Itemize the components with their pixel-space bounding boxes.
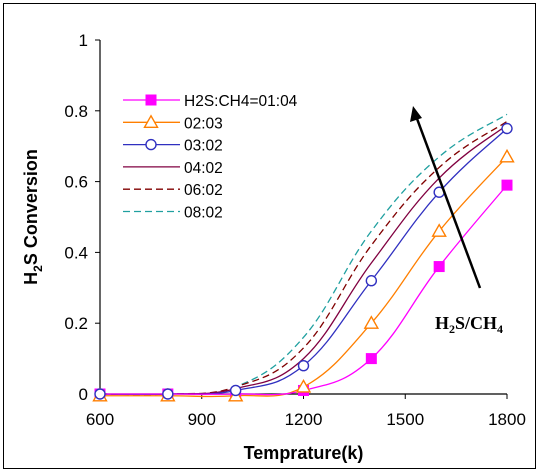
- series-line: [99, 128, 508, 395]
- x-axis-title: Temprature(k): [244, 443, 364, 463]
- x-tick-label: 1500: [386, 410, 424, 429]
- series-line: [99, 113, 508, 396]
- y-tick-label: 0.6: [64, 173, 88, 192]
- y-tick-label: 0.2: [64, 314, 88, 333]
- x-tick-label: 1200: [285, 410, 323, 429]
- data-point: [94, 388, 106, 400]
- annotation-label: H2S/CH4: [435, 313, 503, 336]
- series-layer: [92, 113, 515, 402]
- annotation-arrow-line: [414, 115, 482, 289]
- data-point: [295, 378, 312, 393]
- legend-label: 02:03: [184, 115, 223, 132]
- x-tick-label: 1800: [488, 410, 526, 429]
- series-line: [99, 124, 508, 396]
- data-point: [363, 315, 380, 329]
- annotation: H2S/CH4: [410, 106, 503, 336]
- axes: 0 0.2 0.4 0.6 0.8 1 600 900 1200 1500 1800 Tempratu…: [21, 31, 526, 463]
- y-tick-label: 0.4: [64, 243, 88, 262]
- data-point: [501, 179, 513, 191]
- legend-marker: [145, 94, 157, 106]
- legend-label: H2S:CH4=01:04: [184, 93, 298, 110]
- data-point: [365, 353, 377, 365]
- data-point: [501, 122, 513, 135]
- y-tick-label: 0.8: [64, 102, 88, 121]
- chart-frame: [3, 3, 536, 469]
- data-point: [365, 275, 378, 287]
- legend-marker: [145, 138, 157, 151]
- legend-label: 04:02: [184, 160, 223, 177]
- y-axis-title: H2S Conversion: [21, 149, 45, 285]
- legend-marker: [143, 114, 159, 129]
- data-point: [433, 261, 445, 273]
- data-point: [431, 223, 447, 237]
- legend-label: 08:02: [184, 205, 223, 222]
- legend: H2S:CH4=01:04 02:03 03:02 04:02 06:02 08:02: [123, 93, 298, 222]
- y-tick-label: 1: [79, 31, 88, 50]
- x-tick-label: 600: [86, 410, 114, 429]
- x-tick-label: 900: [188, 410, 216, 429]
- data-point: [297, 359, 310, 372]
- data-point: [229, 384, 242, 397]
- legend-label: 06:02: [184, 182, 223, 199]
- data-point: [162, 388, 174, 400]
- annotation-arrowhead: [410, 106, 422, 122]
- legend-label: 03:02: [184, 138, 223, 155]
- data-point: [499, 148, 515, 163]
- y-tick-label: 0: [79, 385, 88, 404]
